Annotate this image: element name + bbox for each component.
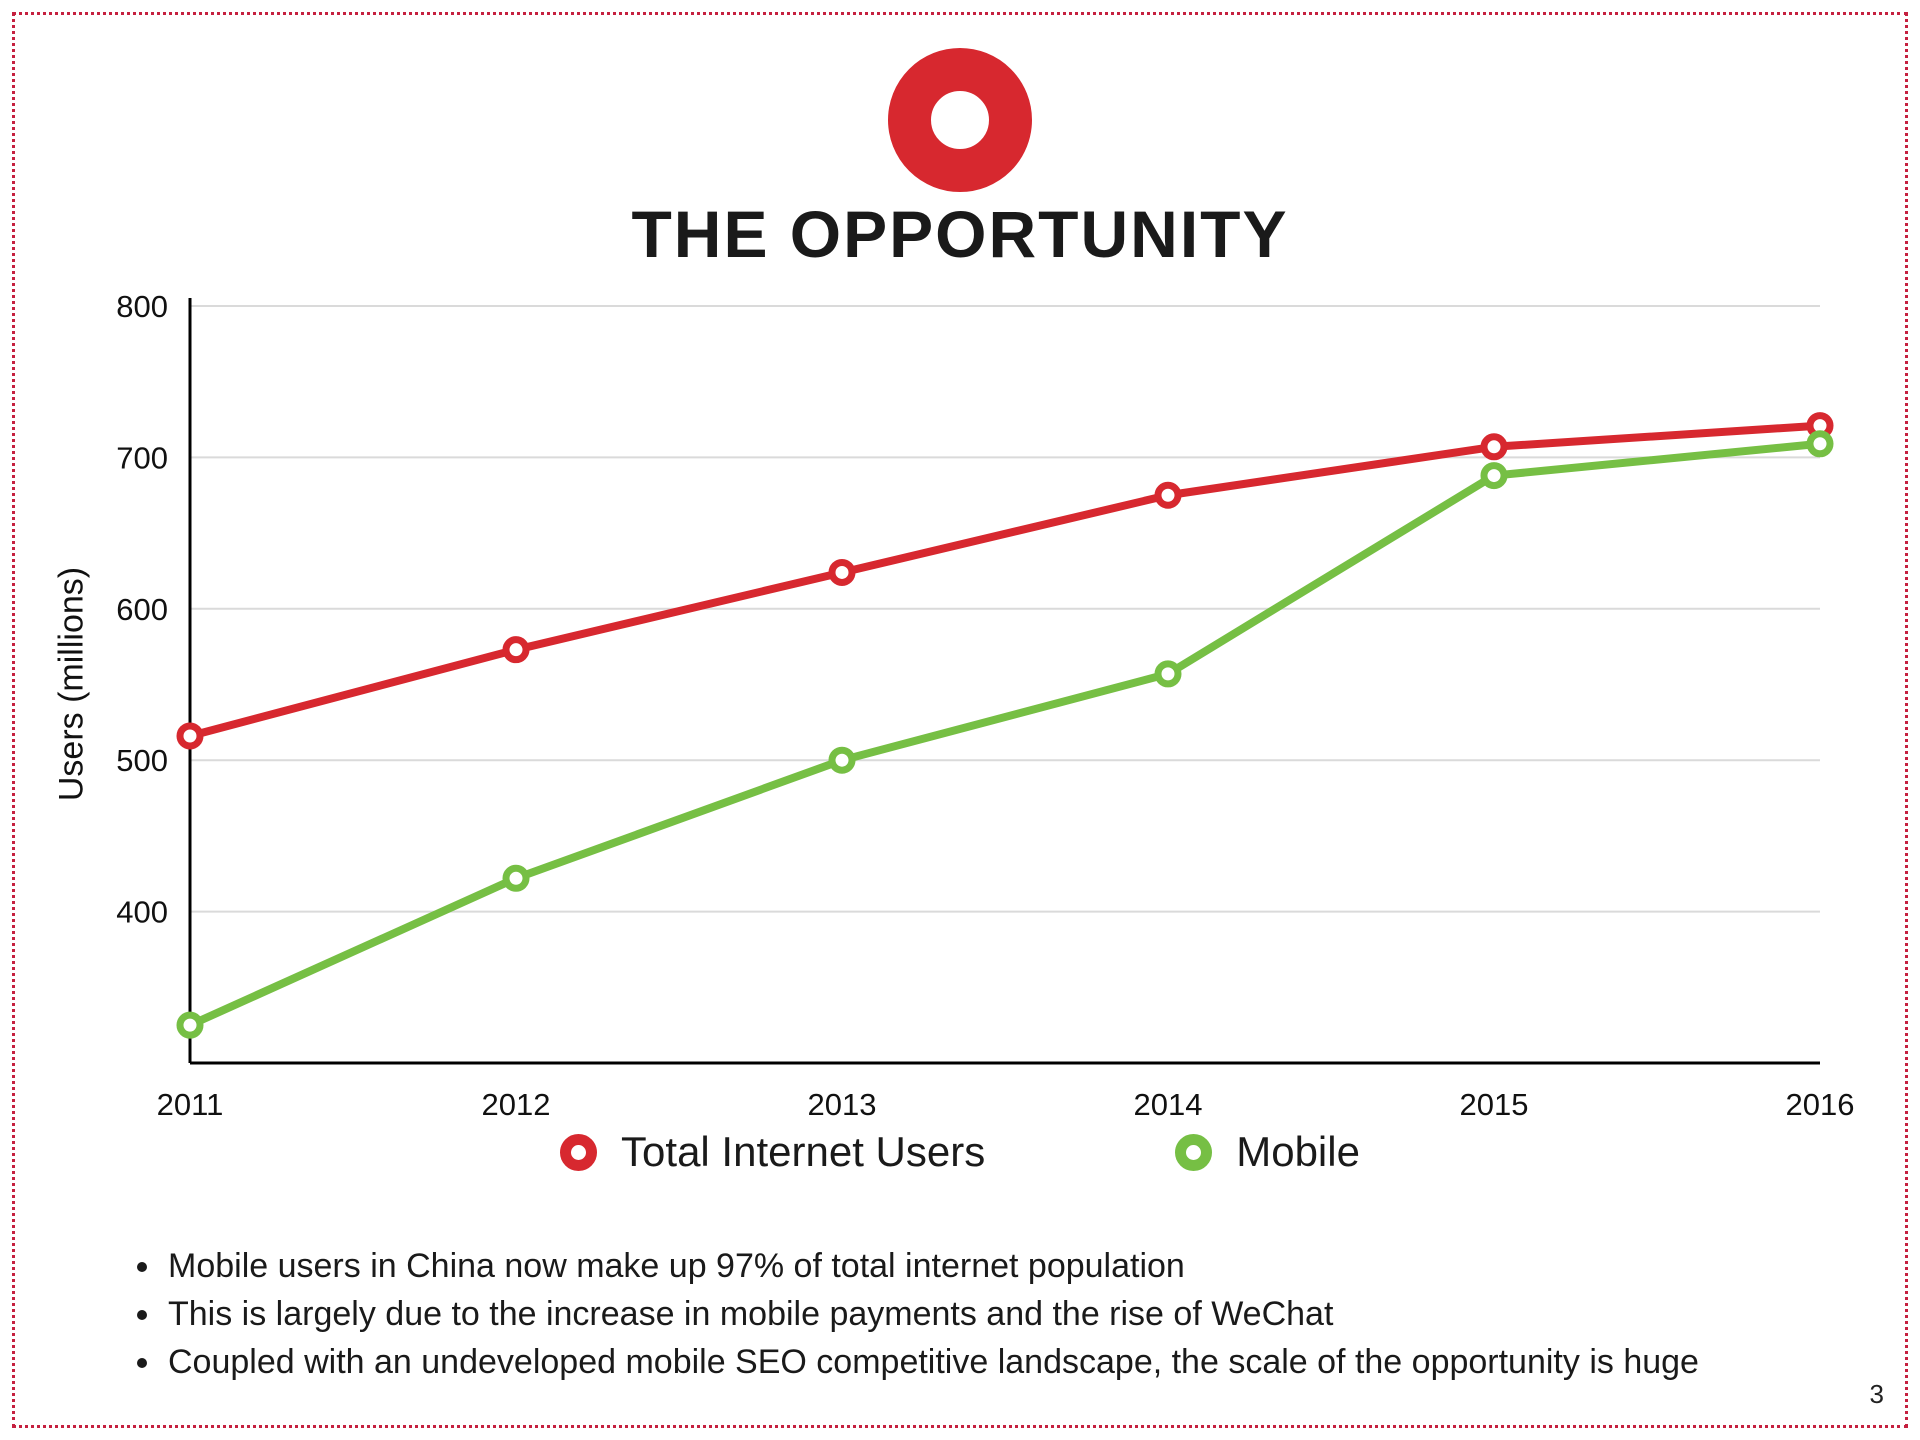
slide-title: THE OPPORTUNITY [631, 197, 1289, 271]
series-line [186, 439, 1824, 1030]
data-point-marker [502, 636, 530, 664]
legend-label: Mobile [1236, 1128, 1360, 1175]
y-tick-label: 500 [116, 743, 168, 778]
series-line [186, 421, 1824, 740]
bullet-item: This is largely due to the increase in m… [164, 1290, 1864, 1338]
bullet-item: Mobile users in China now make up 97% of… [164, 1242, 1864, 1290]
bullet-list: Mobile users in China now make up 97% of… [132, 1242, 1864, 1386]
line-chart: 400 500 600 700 800 2011 2012 2013 2014 2015 2016 [116, 289, 1855, 1122]
legend-item: Mobile [1175, 1128, 1360, 1176]
y-tick-label: 400 [116, 895, 168, 930]
chart-legend: Total Internet Users Mobile [0, 1128, 1920, 1176]
data-point-marker [1154, 660, 1182, 688]
data-point-marker [828, 746, 856, 774]
y-tick-label: 600 [116, 592, 168, 627]
x-tick-label: 2011 [157, 1087, 224, 1122]
legend-item: Total Internet Users [560, 1128, 985, 1176]
bullet-item: Coupled with an undeveloped mobile SEO c… [164, 1338, 1864, 1386]
data-point-marker [1154, 481, 1182, 509]
data-point-marker [502, 864, 530, 892]
data-point-marker [828, 558, 856, 586]
brand-logo-icon [888, 48, 1032, 192]
data-point-marker [1480, 433, 1508, 461]
data-point-marker [176, 722, 204, 750]
red-ring-icon [560, 1133, 598, 1171]
page-number: 3 [1869, 1379, 1884, 1409]
legend-label: Total Internet Users [621, 1128, 986, 1175]
data-point-marker [176, 1011, 204, 1039]
x-tick-label: 2014 [1134, 1087, 1203, 1122]
data-point-marker [1480, 462, 1508, 490]
y-tick-label: 800 [116, 289, 168, 324]
green-ring-icon [1175, 1133, 1213, 1171]
x-tick-label: 2015 [1460, 1087, 1529, 1122]
x-tick-label: 2012 [482, 1087, 551, 1122]
x-tick-label: 2013 [808, 1087, 877, 1122]
y-tick-label: 700 [116, 440, 168, 475]
data-point-marker [1806, 430, 1834, 458]
x-tick-label: 2016 [1786, 1087, 1855, 1122]
